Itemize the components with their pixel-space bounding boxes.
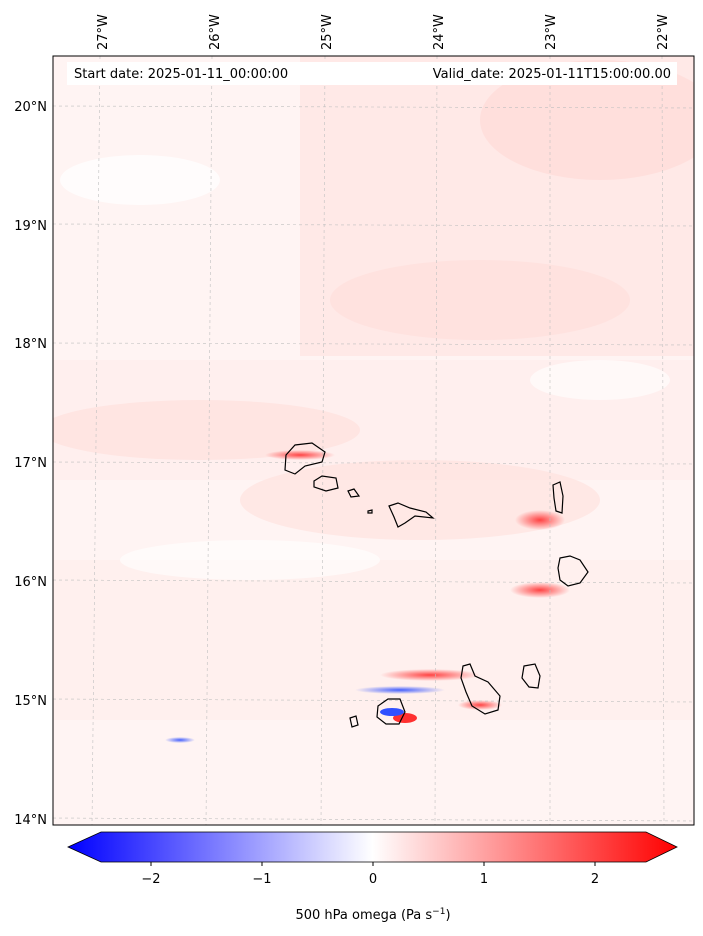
lat-tick: 19°N — [14, 219, 47, 234]
lat-tick: 15°N — [14, 694, 47, 709]
lat-tick: 16°N — [14, 575, 47, 590]
colorbar-ticks: −2 −1 0 1 2 — [141, 862, 599, 887]
colorbar: −2 −1 0 1 2 500 hPa omega (Pa s−1) — [67, 831, 678, 923]
island-sal — [552, 481, 564, 514]
island-sao-vicente — [313, 475, 339, 492]
island-santo-antao — [284, 442, 326, 475]
island-santa-luzia — [347, 488, 361, 498]
omega-field — [53, 56, 694, 825]
info-box — [67, 62, 677, 85]
lat-tick: 17°N — [14, 456, 47, 471]
lon-tick: 24°W — [432, 14, 447, 50]
lat-tick-labels: 20°N 19°N 18°N 17°N 16°N 15°N 14°N — [14, 100, 47, 828]
lon-tick: 23°W — [544, 14, 559, 50]
start-date-label: Start date: 2025-01-11_00:00:00 — [74, 67, 288, 82]
lon-tick: 27°W — [96, 14, 111, 50]
lon-tick: 22°W — [656, 14, 671, 50]
lat-tick: 18°N — [14, 337, 47, 352]
map-frame — [52, 55, 695, 826]
island-boa-vista — [557, 555, 589, 587]
lat-tick: 14°N — [14, 813, 47, 828]
colorbar-tick-label: −2 — [141, 872, 160, 887]
island-fogo — [376, 698, 406, 725]
colorbar-tick-label: 0 — [369, 872, 377, 887]
valid-date-label: Valid_date: 2025-01-11T15:00:00.00 — [433, 67, 671, 82]
island-brava — [349, 715, 359, 728]
lon-tick: 26°W — [208, 14, 223, 50]
colorbar-tick-label: −1 — [252, 872, 271, 887]
island-santiago — [460, 663, 501, 715]
lon-tick-labels: 27°W 26°W 25°W 24°W 23°W 22°W — [96, 14, 671, 50]
island-sao-nicolau — [388, 502, 435, 528]
colorbar-tick-label: 2 — [591, 872, 599, 887]
colorbar-tick-label: 1 — [480, 872, 488, 887]
island-maio — [521, 663, 541, 689]
lat-tick: 20°N — [14, 100, 47, 115]
island-raso — [367, 509, 373, 514]
island-coastlines — [284, 442, 589, 728]
colorbar-body — [67, 831, 678, 863]
graticule — [52, 55, 695, 826]
lon-tick: 25°W — [320, 14, 335, 50]
colorbar-label: 500 hPa omega (Pa s−1) — [295, 907, 450, 923]
